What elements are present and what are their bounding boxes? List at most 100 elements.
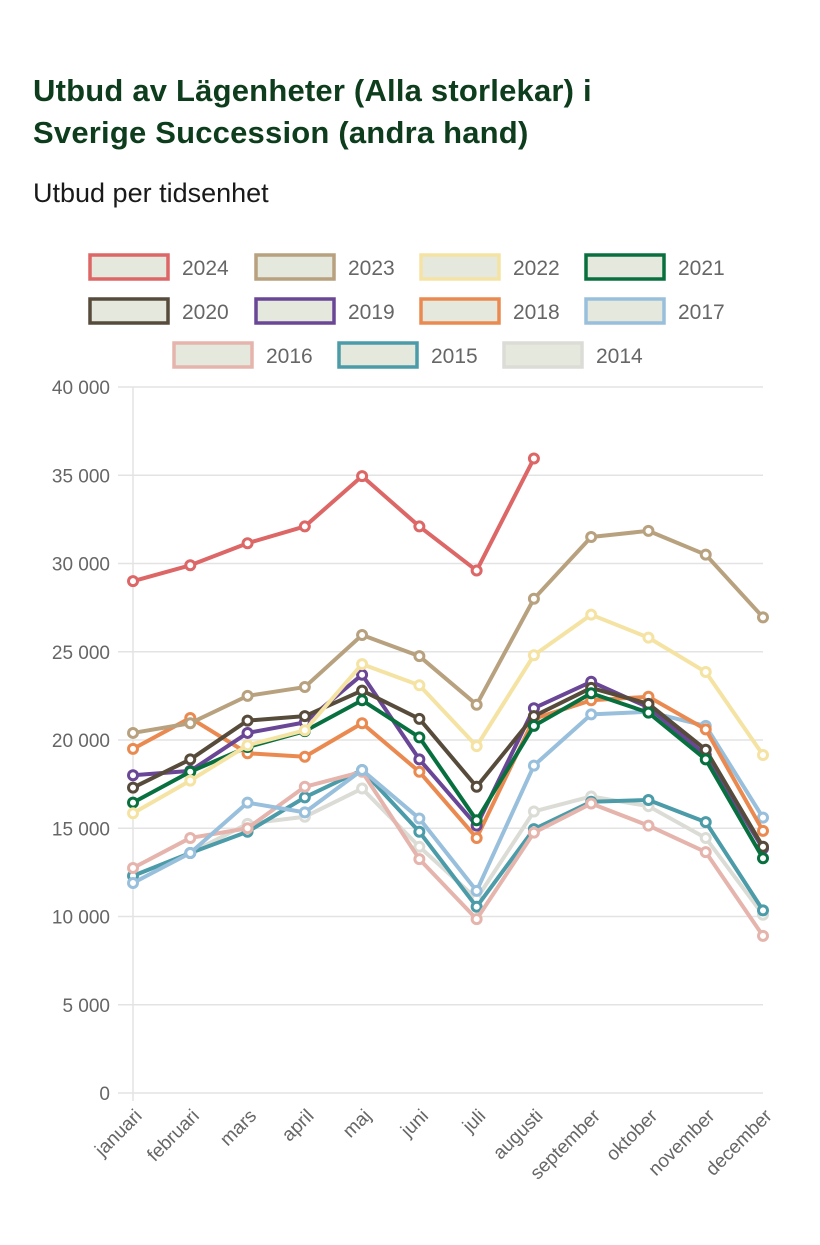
data-point[interactable] [585, 608, 598, 621]
legend-item-2023[interactable]: 2023 [254, 253, 395, 281]
data-point[interactable] [413, 812, 426, 825]
data-point[interactable] [757, 824, 769, 837]
data-point[interactable] [413, 520, 426, 533]
data-point[interactable] [356, 658, 369, 671]
data-point[interactable] [413, 825, 426, 838]
data-point[interactable] [127, 807, 139, 820]
data-point[interactable] [184, 774, 197, 787]
data-point[interactable] [127, 726, 139, 739]
data-point[interactable] [527, 805, 540, 818]
data-point[interactable] [470, 780, 483, 793]
data-point[interactable] [585, 687, 598, 700]
data-point[interactable] [298, 791, 311, 804]
data-point[interactable] [470, 564, 483, 577]
data-point[interactable] [757, 929, 769, 942]
data-point[interactable] [241, 739, 254, 752]
data-point[interactable] [527, 826, 540, 839]
data-point[interactable] [356, 668, 369, 681]
data-point[interactable] [241, 689, 254, 702]
legend-item-2019[interactable]: 2019 [254, 297, 395, 325]
data-point[interactable] [127, 781, 139, 794]
data-point[interactable] [241, 726, 254, 739]
data-point[interactable] [127, 876, 139, 889]
data-point[interactable] [699, 753, 712, 766]
data-point[interactable] [241, 714, 254, 727]
data-point[interactable] [642, 631, 655, 644]
data-point[interactable] [527, 649, 540, 662]
data-point[interactable] [127, 796, 139, 809]
data-point[interactable] [757, 811, 769, 824]
data-point[interactable] [757, 749, 769, 762]
legend-item-2024[interactable]: 2024 [88, 253, 229, 281]
data-point[interactable] [413, 731, 426, 744]
legend-item-2020[interactable]: 2020 [88, 297, 229, 325]
data-point[interactable] [470, 740, 483, 753]
legend-item-2021[interactable]: 2021 [584, 253, 725, 281]
data-point[interactable] [127, 769, 139, 782]
data-point[interactable] [642, 706, 655, 719]
data-point[interactable] [184, 846, 197, 859]
data-point[interactable] [298, 750, 311, 763]
legend-item-2014[interactable]: 2014 [502, 341, 643, 369]
data-point[interactable] [413, 650, 426, 663]
data-point[interactable] [356, 694, 369, 707]
data-point[interactable] [470, 814, 483, 827]
legend-item-2017[interactable]: 2017 [584, 297, 725, 325]
data-point[interactable] [699, 846, 712, 859]
data-point[interactable] [413, 840, 426, 853]
data-point[interactable] [413, 712, 426, 725]
data-point[interactable] [527, 710, 540, 723]
data-point[interactable] [356, 782, 369, 795]
legend-item-2015[interactable]: 2015 [337, 341, 478, 369]
data-point[interactable] [298, 520, 311, 533]
data-point[interactable] [699, 831, 712, 844]
data-point[interactable] [298, 710, 311, 723]
data-point[interactable] [470, 913, 483, 926]
data-point[interactable] [470, 831, 483, 844]
data-point[interactable] [699, 723, 712, 736]
data-point[interactable] [699, 666, 712, 679]
data-point[interactable] [699, 816, 712, 829]
data-point[interactable] [585, 531, 598, 544]
data-point[interactable] [585, 708, 598, 721]
data-point[interactable] [642, 524, 655, 537]
data-point[interactable] [298, 681, 311, 694]
data-point[interactable] [413, 753, 426, 766]
data-point[interactable] [127, 575, 139, 588]
data-point[interactable] [757, 852, 769, 865]
legend-item-2016[interactable]: 2016 [172, 341, 313, 369]
data-point[interactable] [356, 628, 369, 641]
data-point[interactable] [470, 900, 483, 913]
data-point[interactable] [298, 806, 311, 819]
data-point[interactable] [184, 559, 197, 572]
data-point[interactable] [470, 698, 483, 711]
data-point[interactable] [413, 853, 426, 866]
data-point[interactable] [184, 717, 197, 730]
data-point[interactable] [356, 764, 369, 777]
legend-item-2018[interactable]: 2018 [419, 297, 560, 325]
data-point[interactable] [470, 884, 483, 897]
data-point[interactable] [699, 743, 712, 756]
data-point[interactable] [757, 904, 769, 917]
data-point[interactable] [527, 452, 540, 465]
data-point[interactable] [356, 470, 369, 483]
legend-item-2022[interactable]: 2022 [419, 253, 560, 281]
data-point[interactable] [356, 717, 369, 730]
data-point[interactable] [642, 794, 655, 807]
data-point[interactable] [585, 797, 598, 810]
data-point[interactable] [127, 861, 139, 874]
data-point[interactable] [413, 679, 426, 692]
data-point[interactable] [127, 742, 139, 755]
data-point[interactable] [642, 819, 655, 832]
data-point[interactable] [241, 822, 254, 835]
data-point[interactable] [527, 719, 540, 732]
data-point[interactable] [241, 796, 254, 809]
data-point[interactable] [356, 684, 369, 697]
data-point[interactable] [184, 753, 197, 766]
data-point[interactable] [298, 724, 311, 737]
data-point[interactable] [413, 765, 426, 778]
data-point[interactable] [699, 548, 712, 561]
data-point[interactable] [527, 592, 540, 605]
data-point[interactable] [527, 759, 540, 772]
data-point[interactable] [757, 611, 769, 624]
